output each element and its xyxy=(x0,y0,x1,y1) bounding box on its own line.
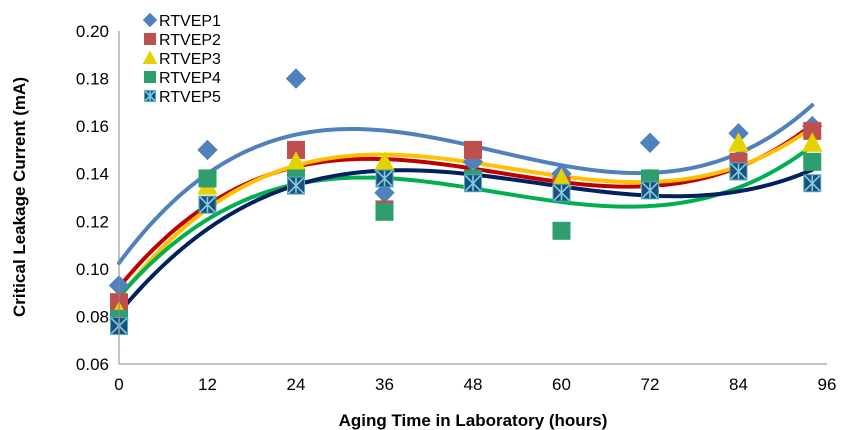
legend: RTVEP1 RTVEP2 RTVEP3 RTVEP4 RTVEP5 xyxy=(142,12,221,106)
trendlines xyxy=(117,103,815,315)
legend-marker-rtvep3 xyxy=(142,50,158,64)
x-tick-label: 48 xyxy=(464,375,483,394)
x-axis-title: Aging Time in Laboratory (hours) xyxy=(339,411,608,430)
y-tick-label: 0.16 xyxy=(76,117,109,136)
tick-labels: 0.06 0.08 0.10 0.12 0.14 0.16 0.18 0.20 0 12 24 36 4… xyxy=(76,22,837,394)
data-point-rtvep5 xyxy=(198,195,217,214)
legend-marker-rtvep4 xyxy=(144,71,156,83)
x-tick-label: 36 xyxy=(375,375,394,394)
data-point-rtvep4 xyxy=(198,169,217,188)
x-tick-label: 60 xyxy=(552,375,571,394)
legend-marker-rtvep2 xyxy=(144,33,156,45)
legend-label-rtvep5: RTVEP5 xyxy=(159,89,221,106)
y-tick-label: 0.20 xyxy=(76,22,109,41)
x-tick-label: 84 xyxy=(729,375,748,394)
data-point-rtvep5 xyxy=(464,174,482,193)
data-point-rtvep1 xyxy=(197,139,218,161)
x-tick-label: 12 xyxy=(198,375,217,394)
axes xyxy=(118,31,827,365)
legend-marker-rtvep1 xyxy=(142,12,158,28)
y-tick-label: 0.06 xyxy=(76,355,109,374)
data-point-rtvep3 xyxy=(801,132,823,152)
y-axis-title: Critical Leakage Current (mA) xyxy=(10,77,29,317)
data-point-rtvep5 xyxy=(552,183,571,202)
legend-label-rtvep2: RTVEP2 xyxy=(159,32,221,49)
data-point-rtvep5 xyxy=(641,181,659,200)
legend-label-rtvep4: RTVEP4 xyxy=(159,70,221,87)
data-point-rtvep5 xyxy=(287,176,305,195)
data-point-rtvep5 xyxy=(803,174,822,193)
legend-label-rtvep1: RTVEP1 xyxy=(159,13,221,30)
y-tick-label: 0.12 xyxy=(76,212,109,231)
data-point-rtvep5 xyxy=(729,162,748,181)
data-point-rtvep4 xyxy=(552,221,571,240)
x-tick-label: 0 xyxy=(114,375,123,394)
data-point-rtvep1 xyxy=(285,68,307,89)
data-markers xyxy=(108,68,823,335)
x-tick-label: 24 xyxy=(287,375,306,394)
data-point-rtvep4 xyxy=(375,202,394,221)
x-tick-label: 96 xyxy=(818,375,837,394)
data-point-rtvep5 xyxy=(375,169,394,188)
x-tick-label: 72 xyxy=(641,375,660,394)
data-point-rtvep4 xyxy=(803,152,822,171)
y-tick-label: 0.08 xyxy=(76,307,109,326)
data-point-rtvep2 xyxy=(464,140,482,159)
y-tick-label: 0.10 xyxy=(76,260,109,279)
data-point-rtvep1 xyxy=(639,132,661,153)
legend-label-rtvep3: RTVEP3 xyxy=(159,51,221,68)
y-tick-label: 0.14 xyxy=(76,165,109,184)
y-tick-label: 0.18 xyxy=(76,70,109,89)
data-point-rtvep3 xyxy=(728,132,749,152)
legend-marker-rtvep5 xyxy=(144,90,156,102)
